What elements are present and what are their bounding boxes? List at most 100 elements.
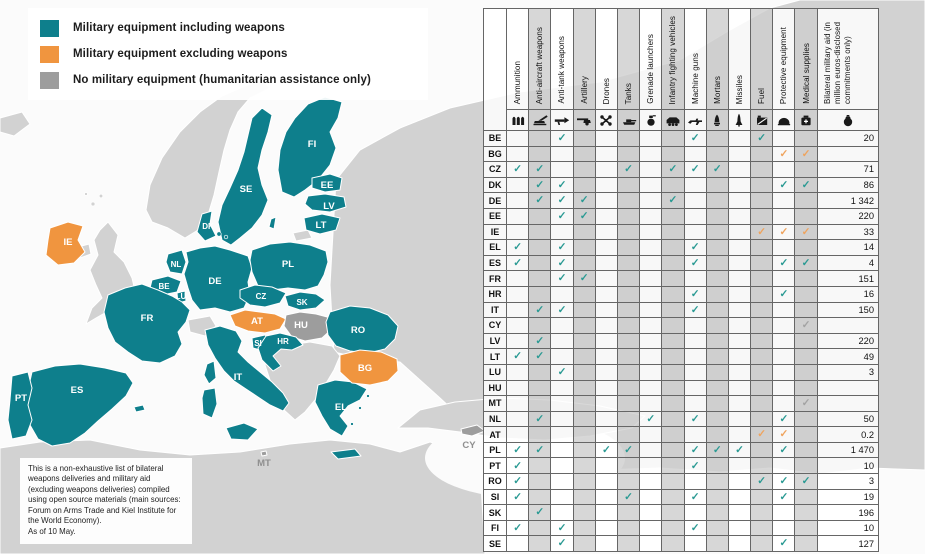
country-dk xyxy=(196,210,217,242)
check-cell-cz-col7 xyxy=(640,162,663,178)
check-cell-nl-col13: ✓ xyxy=(773,411,796,428)
check-cell-hu-col2 xyxy=(529,380,552,397)
check-cell-at-col6 xyxy=(617,427,641,443)
row-label-ro: RO xyxy=(484,474,507,490)
map-label-de: DE xyxy=(208,276,221,287)
check-mark: ✓ xyxy=(579,194,589,207)
check-mark: ✓ xyxy=(601,443,611,456)
check-cell-hr-col4 xyxy=(573,286,596,303)
check-cell-si-col3 xyxy=(551,489,574,506)
check-cell-lt-col1: ✓ xyxy=(507,349,530,365)
row-label-pl: PL xyxy=(484,442,507,459)
source-footnote: This is a non-exhaustive list of bilater… xyxy=(20,458,192,544)
check-cell-pt-col6 xyxy=(617,458,641,475)
check-cell-ee-col3: ✓ xyxy=(551,208,574,225)
check-cell-bg-col12 xyxy=(751,146,774,163)
check-cell-lt-col14 xyxy=(795,349,818,365)
check-cell-pl-col13: ✓ xyxy=(773,442,796,459)
check-mark: ✓ xyxy=(801,178,811,191)
column-header-label: Missiles xyxy=(734,74,744,104)
column-icon-box xyxy=(640,109,662,130)
check-cell-it-col1 xyxy=(507,302,530,319)
check-cell-ro-col1: ✓ xyxy=(507,474,530,490)
check-cell-fr-col4: ✓ xyxy=(573,271,596,287)
check-cell-be-col11 xyxy=(728,131,752,147)
country-sk xyxy=(284,291,326,311)
land-kaliningrad xyxy=(292,229,313,242)
map-label-pt: PT xyxy=(15,393,27,404)
island-corsica xyxy=(203,360,217,385)
land-norway xyxy=(145,79,271,239)
check-cell-sk-col11 xyxy=(728,505,752,521)
check-cell-cz-col13 xyxy=(773,162,796,178)
check-cell-at-col13: ✓ xyxy=(773,427,796,443)
check-mark: ✓ xyxy=(690,241,700,254)
check-cell-de-col2: ✓ xyxy=(529,193,552,209)
map-label-it: IT xyxy=(234,372,243,383)
check-cell-cz-col5 xyxy=(595,162,618,178)
check-cell-bg-col2 xyxy=(529,146,552,163)
ifv-icon xyxy=(666,117,680,126)
land-iceland-edge xyxy=(0,111,31,137)
check-cell-fi-col8 xyxy=(662,520,685,537)
check-mark: ✓ xyxy=(690,287,700,300)
check-mark: ✓ xyxy=(690,256,700,269)
check-mark: ✓ xyxy=(557,210,567,223)
country-ie xyxy=(45,221,86,266)
check-cell-ie-col8 xyxy=(662,224,685,241)
column-header-label: Artillery xyxy=(579,76,589,104)
row-label-dk: DK xyxy=(484,177,507,194)
check-cell-pt-col11 xyxy=(728,458,752,475)
check-cell-es-col4 xyxy=(573,255,596,272)
check-cell-ro-col11 xyxy=(728,474,752,490)
country-nl xyxy=(165,249,187,275)
check-cell-nl-col4 xyxy=(573,411,596,428)
map-label-es: ES xyxy=(71,385,84,396)
check-cell-hu-col9 xyxy=(684,380,707,397)
column-header-missile: Missiles xyxy=(728,9,752,131)
country-pl xyxy=(249,241,329,291)
check-cell-sk-col3 xyxy=(551,505,574,521)
check-cell-fr-col9 xyxy=(684,271,707,287)
check-cell-pl-col4 xyxy=(573,442,596,459)
check-cell-lv-col5 xyxy=(595,333,618,350)
row-label-lu: LU xyxy=(484,364,507,381)
check-cell-hr-col5 xyxy=(595,286,618,303)
table-corner-cell xyxy=(484,9,507,131)
check-cell-cz-col1: ✓ xyxy=(507,162,530,178)
check-cell-be-col2 xyxy=(529,131,552,147)
check-cell-be-col7 xyxy=(640,131,663,147)
check-cell-be-col6 xyxy=(617,131,641,147)
map-label-fr: FR xyxy=(141,313,154,324)
check-cell-de-col13 xyxy=(773,193,796,209)
check-cell-nl-col7: ✓ xyxy=(640,411,663,428)
island-aegean xyxy=(350,422,354,426)
check-cell-it-col4 xyxy=(573,302,596,319)
check-cell-lt-col10 xyxy=(706,349,729,365)
check-mark: ✓ xyxy=(690,459,700,472)
check-mark: ✓ xyxy=(690,412,700,425)
check-cell-ro-col3 xyxy=(551,474,574,490)
check-cell-hu-col8 xyxy=(662,380,685,397)
check-cell-el-col12 xyxy=(751,240,774,256)
map-label-bg: BG xyxy=(358,363,372,374)
check-cell-ie-col4 xyxy=(573,224,596,241)
mortar-icon xyxy=(714,114,721,126)
check-cell-lu-col11 xyxy=(728,364,752,381)
check-cell-at-col14 xyxy=(795,427,818,443)
check-cell-dk-col8 xyxy=(662,177,685,194)
row-label-cy: CY xyxy=(484,318,507,334)
row-label-de: DE xyxy=(484,193,507,209)
check-cell-si-col6: ✓ xyxy=(617,489,641,506)
check-cell-lt-col9 xyxy=(684,349,707,365)
check-cell-dk-col5 xyxy=(595,177,618,194)
check-cell-mt-col12 xyxy=(751,396,774,412)
check-mark: ✓ xyxy=(513,443,522,456)
legend-label: Military equipment including weapons xyxy=(73,22,285,34)
check-cell-hr-col10 xyxy=(706,286,729,303)
check-cell-lv-col10 xyxy=(706,333,729,350)
check-mark: ✓ xyxy=(535,412,545,425)
check-cell-se-col9 xyxy=(684,536,707,553)
country-lv xyxy=(304,193,347,213)
